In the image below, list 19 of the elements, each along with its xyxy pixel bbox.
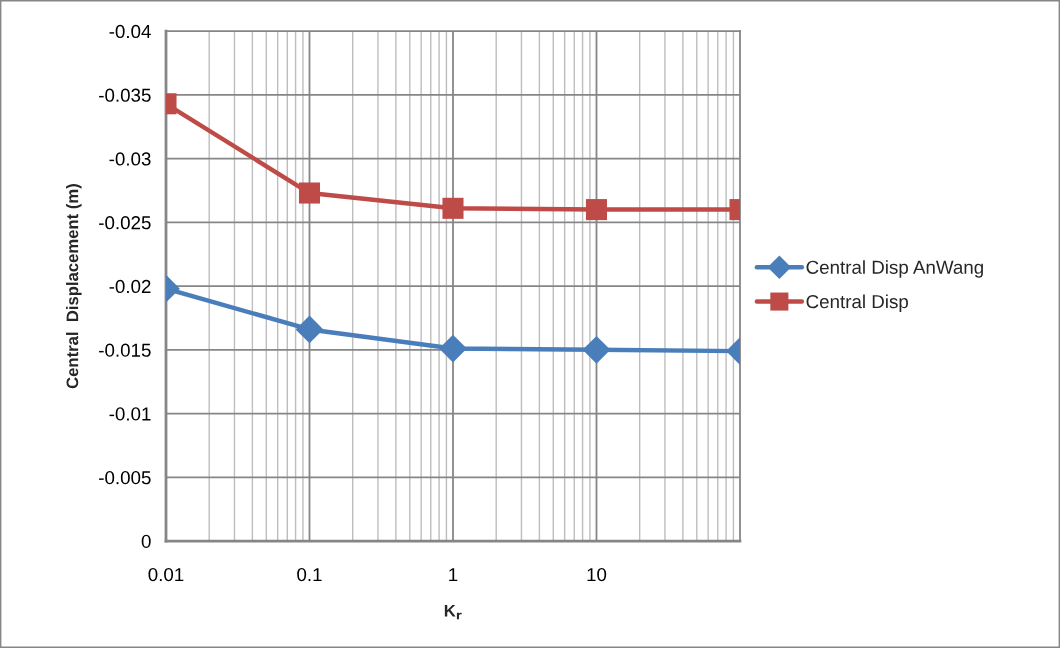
point	[439, 334, 467, 363]
y-tick-label: -0.03	[109, 152, 151, 166]
y-tick-label: -0.01	[109, 407, 151, 421]
x-tick-label: 1	[449, 568, 458, 582]
y-tick-label: -0.035	[99, 88, 151, 102]
x-tick-label: 0.01	[148, 567, 184, 582]
x-tick-label: 10	[587, 567, 607, 582]
point	[442, 197, 464, 219]
y-axis-title: Central Displacement (m)	[66, 184, 82, 389]
y-tick-label: -0.015	[99, 343, 151, 357]
y-tick-label: -0.005	[99, 471, 151, 485]
y-tick-label: -0.02	[109, 279, 151, 294]
y-tick-label: 0	[141, 534, 151, 549]
y-tick-label: -0.025	[99, 216, 151, 230]
x-tick-label: 0.1	[297, 567, 322, 582]
y-tick-label: -0.04	[109, 24, 151, 39]
legend-label: Central Disp	[806, 294, 908, 313]
x-axis-title: K$_{r}$	[444, 604, 462, 620]
legend-label: Central Disp AnWang	[806, 260, 983, 278]
